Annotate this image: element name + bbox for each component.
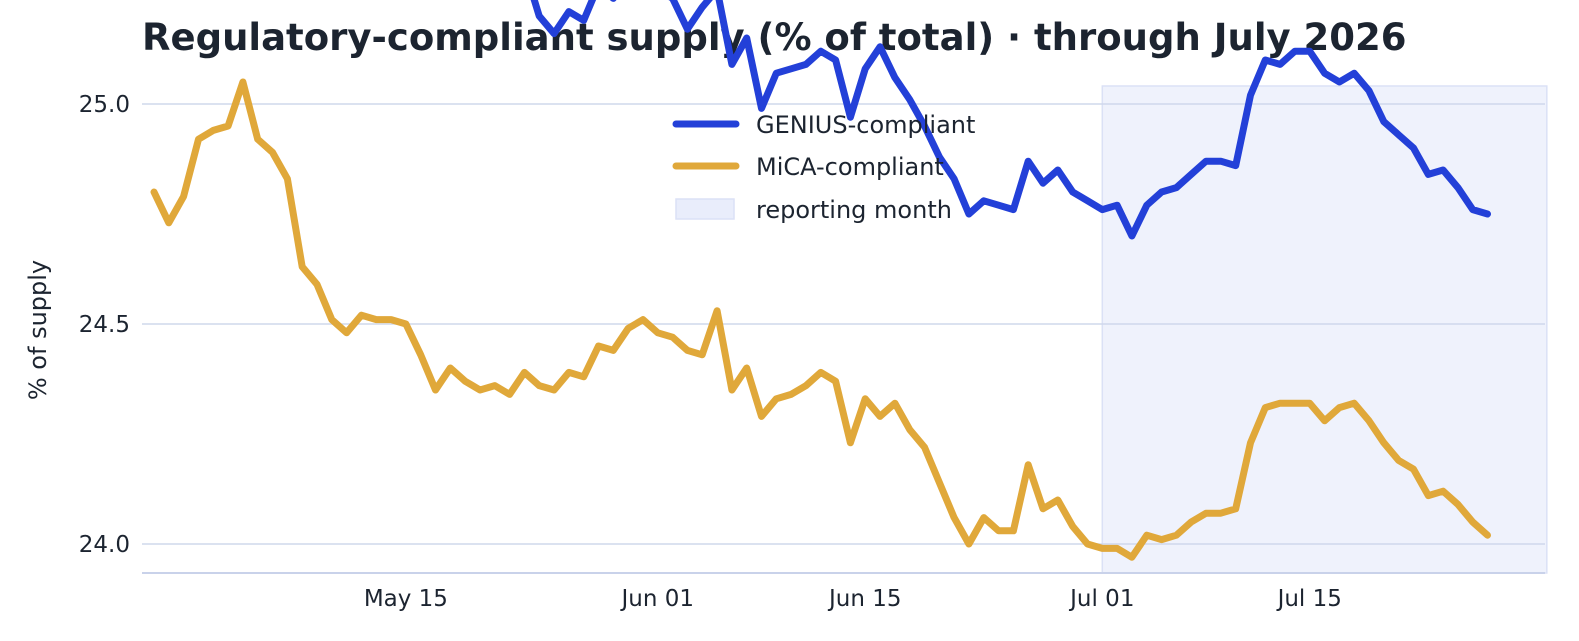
- y-tick-label: 25.0: [79, 92, 130, 118]
- legend-label: MiCA-compliant: [756, 153, 944, 181]
- x-tick-label: Jul 15: [1276, 586, 1342, 612]
- reporting-month-band: [1101, 85, 1548, 574]
- x-tick-label: Jun 01: [620, 586, 695, 612]
- series-line-genius: [530, 0, 1491, 240]
- x-tick-label: Jul 01: [1068, 586, 1134, 612]
- legend-mica: MiCA-compliant: [672, 153, 944, 181]
- y-tick-label: 24.0: [79, 532, 130, 558]
- chart-title: Regulatory-compliant supply (% of total)…: [142, 16, 1407, 59]
- legend-label: GENIUS-compliant: [756, 111, 975, 139]
- legend-label: reporting month: [756, 196, 952, 224]
- y-tick-label: 24.5: [79, 312, 130, 338]
- x-tick-label: May 15: [364, 586, 448, 612]
- y-axis-title: % of supply: [24, 260, 52, 400]
- x-tick-label: Jun 15: [827, 586, 902, 612]
- legend-reporting-month: reporting month: [675, 196, 952, 224]
- legend-swatch: [675, 198, 735, 220]
- legend-genius: GENIUS-compliant: [672, 111, 975, 139]
- series-line-mica: [150, 78, 1491, 561]
